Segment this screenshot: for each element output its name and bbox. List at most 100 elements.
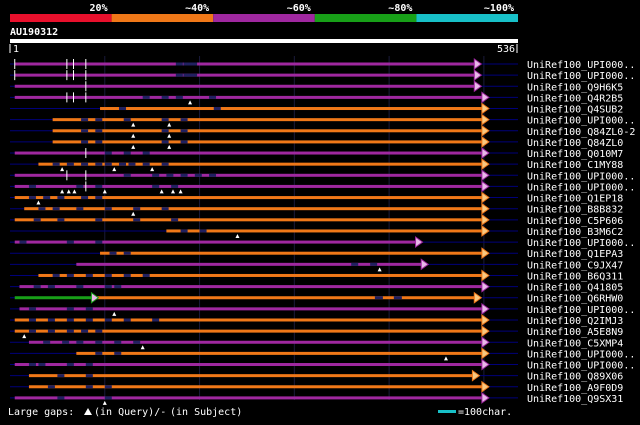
hit-bar: [19, 307, 484, 311]
scale-segment: [314, 14, 417, 22]
hit-row: UniRef100_Q4SUB2: [10, 102, 623, 116]
hit-gap: [33, 218, 41, 222]
query-gap-marker-icon: [443, 356, 448, 361]
hit-gap: [66, 329, 74, 333]
footer: Large gaps: (in Query)/- (in Subject) =1…: [8, 407, 512, 418]
hit-gap: [118, 162, 126, 166]
hit-label: UniRef100_Q4R2B5: [527, 93, 623, 104]
hit-gap: [38, 363, 46, 367]
query-gap-marker-icon: [131, 133, 136, 138]
hit-gap: [33, 285, 41, 289]
hit-gap: [161, 162, 169, 166]
hit-gap: [66, 318, 74, 322]
hit-gap: [76, 184, 84, 188]
hit-label: UniRef100_Q84ZL0: [527, 138, 623, 149]
hit-gap: [85, 307, 93, 311]
hit-gap: [142, 162, 150, 166]
hit-label: UniRef100_UPI000..: [527, 71, 635, 82]
hit-arrow-icon: [481, 247, 490, 260]
hit-arrow-icon: [481, 147, 490, 160]
hit-gap: [161, 207, 169, 211]
hit-gap: [183, 62, 191, 66]
hit-gap: [123, 318, 131, 322]
hit-arrow-icon: [481, 113, 490, 126]
hit-arrow-icon: [481, 91, 490, 104]
legend-text: Large gaps:: [8, 407, 74, 418]
hit-arrow-icon: [473, 69, 483, 82]
hit-gap: [95, 340, 103, 344]
hit-gap: [95, 329, 103, 333]
hit-arrow-icon: [473, 80, 483, 93]
hit-arrow-icon: [473, 58, 483, 70]
query-gap-marker-icon: [159, 189, 164, 194]
hit-gap: [370, 262, 378, 266]
hit-gap: [104, 285, 112, 289]
query-gap-marker-icon: [72, 189, 77, 194]
hit-gap: [152, 173, 160, 177]
hit-bar: [14, 73, 477, 77]
hit-row: UniRef100_UPI000..: [10, 347, 635, 361]
hit-label: UniRef100_B3M6C2: [527, 227, 623, 238]
hit-bar: [19, 285, 484, 289]
scale-tick-label: ~100%: [484, 3, 514, 14]
hit-arrow-icon: [481, 347, 490, 360]
hit-row: UniRef100_Q2IMJ3: [10, 314, 623, 327]
hit-gap: [57, 196, 65, 200]
hit-gap: [180, 129, 188, 133]
hit-bar: [52, 140, 484, 144]
hit-gap: [57, 396, 65, 400]
hit-gap: [28, 329, 36, 333]
hit-gap: [85, 363, 93, 367]
hit-arrow-icon: [420, 258, 430, 271]
hit-tail-bar: [93, 296, 477, 300]
hit-gap: [66, 240, 74, 244]
hit-bar: [100, 251, 484, 255]
hit-label: UniRef100_Q89X06: [527, 372, 623, 383]
hit-gap: [133, 218, 141, 222]
hit-gap: [123, 251, 131, 255]
hit-gap: [95, 118, 103, 122]
hit-arrow-icon: [481, 336, 490, 349]
hit-bar: [38, 162, 484, 166]
hit-row: UniRef100_Q84ZL0-2: [10, 124, 635, 138]
hit-gap: [28, 307, 36, 311]
hit-label: UniRef100_Q1EPA3: [527, 249, 623, 260]
hit-gap: [81, 140, 89, 144]
hit-gap: [28, 363, 36, 367]
hit-arrow-icon: [481, 380, 490, 393]
hit-gap: [95, 240, 103, 244]
hit-bar: [14, 240, 418, 244]
hit-gap: [95, 140, 103, 144]
hit-label: UniRef100_C1MY88: [527, 160, 623, 171]
hit-bar: [14, 396, 484, 400]
hit-row: UniRef100_A9F0D9: [10, 380, 623, 394]
scale-tick-label: 20%: [90, 3, 108, 14]
hit-row: UniRef100_Q010M7: [10, 147, 623, 160]
hit-label: UniRef100_UPI000..: [527, 116, 635, 127]
hit-gap: [209, 95, 217, 99]
hit-row: UniRef100_UPI000..: [10, 302, 635, 316]
hit-gap: [152, 318, 160, 322]
query-gap-marker-icon: [167, 133, 172, 138]
hit-gap: [123, 151, 131, 155]
hit-row: UniRef100_Q9SX31: [10, 391, 623, 405]
hit-bar: [14, 218, 484, 222]
hit-row: UniRef100_Q6RHW0: [10, 291, 623, 305]
hit-arrow-icon: [481, 191, 490, 204]
hit-label: UniRef100_UPI000..: [527, 238, 635, 249]
hit-row: UniRef100_UPI000..: [10, 236, 635, 249]
hit-row: UniRef100_C5P606: [10, 213, 623, 227]
query-gap-marker-icon: [150, 167, 155, 172]
hit-gap: [351, 262, 359, 266]
hit-label: UniRef100_Q6RHW0: [527, 294, 623, 305]
hit-gap: [76, 285, 84, 289]
scale-tick-label: ~80%: [388, 3, 412, 14]
hit-gap: [104, 318, 112, 322]
hit-gap: [81, 162, 89, 166]
hit-gap: [95, 184, 103, 188]
hit-gap: [114, 351, 122, 355]
hit-gap: [114, 285, 122, 289]
hit-gap: [128, 162, 136, 166]
hit-row: UniRef100_C9JX47: [10, 258, 623, 272]
